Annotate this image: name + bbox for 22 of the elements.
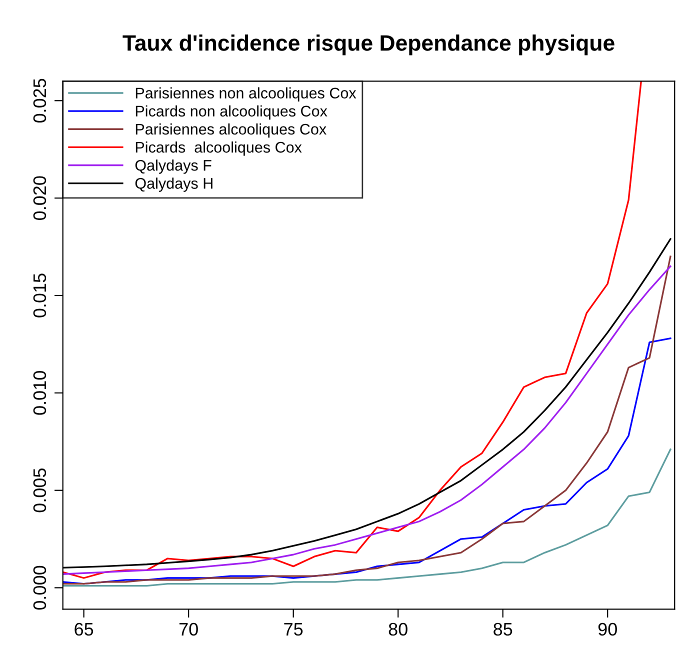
y-tick-label: 0.020 (33, 176, 46, 220)
x-tick-label: 65 (74, 622, 94, 636)
y-tick-label: 0.010 (33, 371, 46, 415)
legend-label: Picards alcooliques Cox (136, 141, 302, 156)
y-tick-label: 0.005 (33, 468, 46, 512)
line-series (62, 338, 672, 585)
y-tick-label: 0.025 (33, 78, 46, 123)
chart-title: Taux d'incidence risque Dependance physique (122, 34, 614, 56)
legend-label: Parisiennes non alcooliques Cox (136, 87, 356, 102)
y-tick-label: 0.015 (33, 274, 46, 318)
x-tick-label: 75 (284, 623, 303, 636)
legend-label: Qalydays F (135, 160, 212, 174)
x-tick-label: 70 (179, 622, 198, 636)
legend-label: Picards non alcooliques Cox (136, 105, 328, 120)
line-series (62, 448, 672, 587)
x-tick-label: 80 (388, 622, 408, 636)
y-tick-label: 0.000 (33, 566, 46, 610)
x-tick-label: 85 (494, 622, 512, 636)
line-series (62, 81, 642, 579)
legend-label: Qalydays H (135, 178, 212, 192)
x-tick-label: 90 (598, 622, 617, 636)
legend-label: Parisiennes alcooliques Cox (136, 123, 326, 138)
